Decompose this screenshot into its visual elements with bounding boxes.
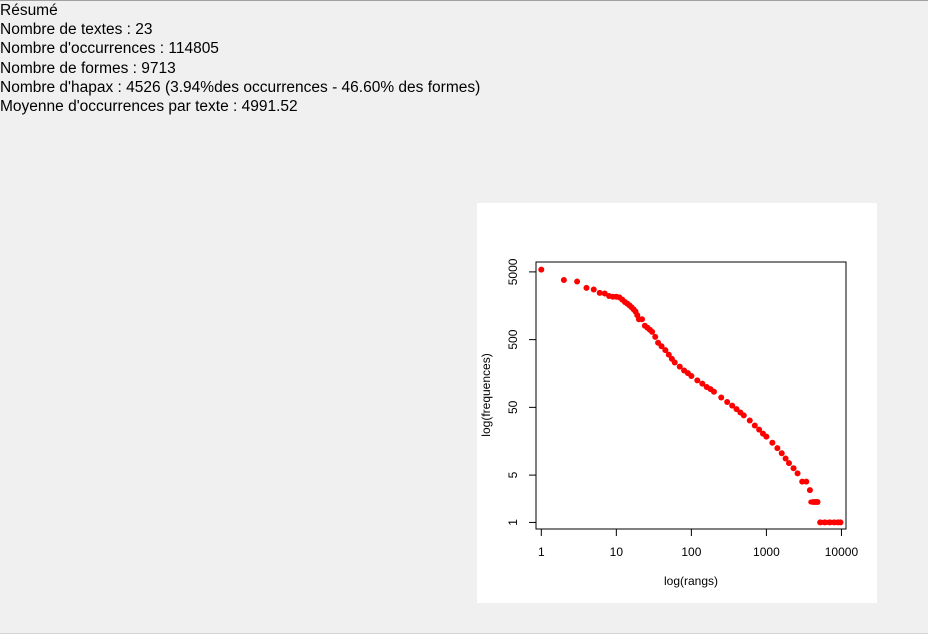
data-point bbox=[601, 290, 608, 297]
data-point bbox=[658, 343, 665, 350]
plot-box bbox=[535, 261, 847, 530]
data-point bbox=[724, 398, 731, 405]
data-point bbox=[652, 333, 659, 340]
data-point bbox=[763, 433, 770, 440]
x-tick-label: 10 bbox=[610, 545, 624, 559]
data-point bbox=[778, 450, 785, 457]
data-point bbox=[560, 276, 567, 283]
y-tick-label: 50 bbox=[506, 400, 520, 414]
data-point bbox=[665, 351, 672, 358]
summary-panel: Résumé Nombre de textes : 23 Nombre d'oc… bbox=[0, 1, 480, 116]
data-point bbox=[751, 422, 758, 429]
top-border bbox=[0, 0, 928, 1]
data-point bbox=[688, 373, 695, 380]
y-tick-label: 5000 bbox=[506, 258, 520, 285]
data-point bbox=[583, 284, 590, 291]
data-point bbox=[729, 402, 736, 409]
data-point bbox=[769, 439, 776, 446]
data-point bbox=[746, 417, 753, 424]
data-point bbox=[782, 455, 789, 462]
summary-form-count: Nombre de formes : 9713 bbox=[0, 59, 176, 77]
zipf-plot: 1 10 100 1000 10000 1 5 50 500 5000 log(rangs) l… bbox=[479, 258, 859, 588]
y-axis: 1 5 50 500 5000 bbox=[506, 258, 536, 526]
data-point bbox=[790, 465, 797, 472]
summary-text-count: Nombre de textes : 23 bbox=[0, 21, 153, 39]
y-tick-label: 5 bbox=[506, 471, 520, 478]
zipf-plot-panel: 1 10 100 1000 10000 1 5 50 500 5000 log(rangs) l… bbox=[477, 203, 877, 603]
data-point bbox=[649, 328, 656, 335]
data-point bbox=[794, 470, 801, 477]
data-point bbox=[756, 426, 763, 433]
data-point bbox=[740, 412, 747, 419]
data-point bbox=[574, 278, 581, 285]
data-point bbox=[710, 388, 717, 395]
y-axis-label: log(frequences) bbox=[479, 353, 493, 436]
data-point bbox=[662, 347, 669, 354]
summary-mean-occurrences: Moyenne d'occurrences par texte : 4991.5… bbox=[0, 98, 298, 116]
x-axis: 1 10 100 1000 10000 bbox=[538, 529, 859, 559]
data-point bbox=[774, 445, 781, 452]
data-point bbox=[538, 266, 545, 273]
data-point bbox=[671, 359, 678, 366]
x-tick-label: 10000 bbox=[825, 545, 859, 559]
data-point bbox=[785, 460, 792, 467]
data-point bbox=[718, 394, 725, 401]
data-point bbox=[699, 380, 706, 387]
data-point bbox=[596, 289, 603, 296]
summary-hapax-count: Nombre d'hapax : 4526 (3.94%des occurren… bbox=[0, 78, 481, 96]
data-point bbox=[806, 487, 813, 494]
data-point bbox=[676, 363, 683, 370]
data-point bbox=[803, 478, 810, 485]
summary-occurrence-count: Nombre d'occurrences : 114805 bbox=[0, 40, 219, 58]
data-point bbox=[694, 377, 701, 384]
data-point bbox=[639, 316, 646, 323]
x-tick-label: 1000 bbox=[753, 545, 780, 559]
data-point bbox=[590, 286, 597, 293]
x-tick-label: 100 bbox=[681, 545, 701, 559]
y-tick-label: 1 bbox=[506, 519, 520, 526]
y-tick-label: 500 bbox=[506, 329, 520, 349]
data-points bbox=[538, 266, 844, 526]
summary-title: Résumé bbox=[0, 2, 58, 19]
x-tick-label: 1 bbox=[538, 545, 545, 559]
x-axis-label: log(rangs) bbox=[664, 574, 718, 588]
